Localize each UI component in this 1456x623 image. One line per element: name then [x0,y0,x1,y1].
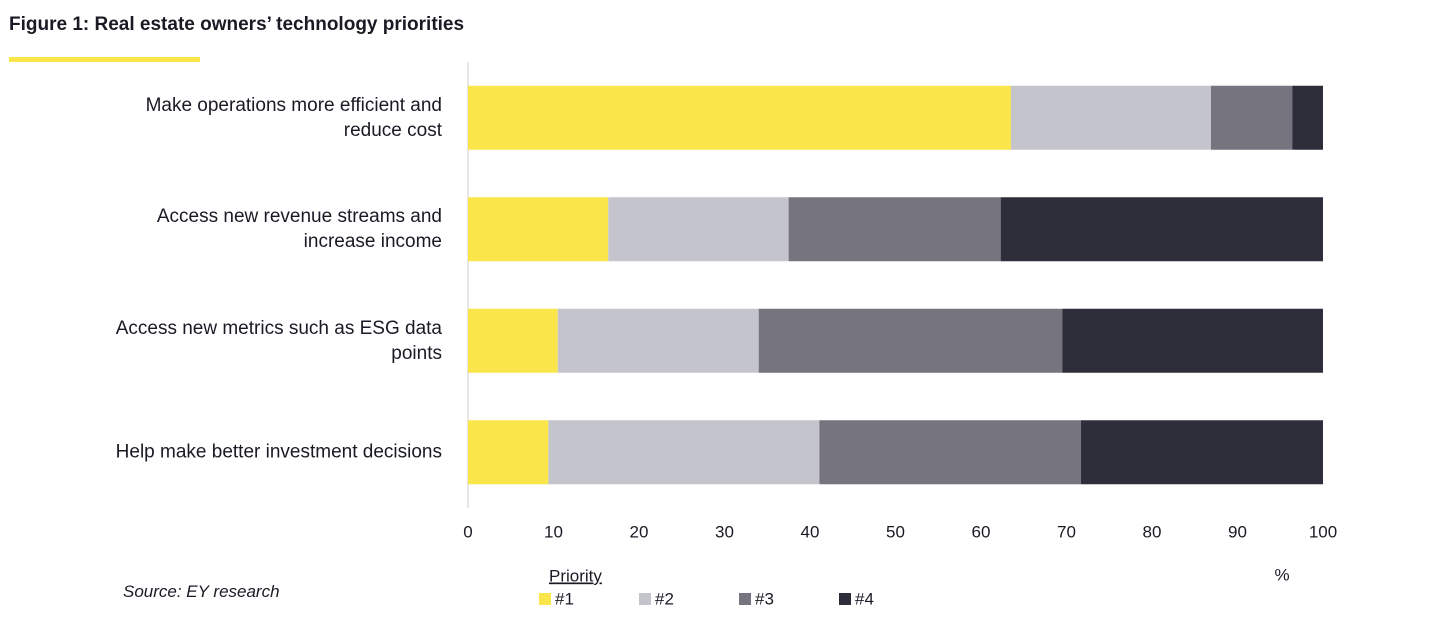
x-axis-label: % [1274,565,1289,584]
bar-segment [788,197,1001,262]
category-label: Access new revenue streams and increase … [156,206,442,253]
source-note: Source: EY research [123,582,280,601]
bar-segment [468,308,558,373]
legend-label: #1 [555,589,574,608]
x-tick-label: 30 [715,522,734,541]
x-tick-label: 80 [1143,522,1162,541]
legend-label: #2 [655,589,674,608]
bar-segment [1010,85,1211,150]
category-label: Help make better investment decisions [115,441,442,463]
x-tick-label: 100 [1309,522,1337,541]
bar-segment [1292,85,1323,150]
x-tick-label: 0 [463,522,472,541]
x-tick-label: 60 [972,522,991,541]
bar-segment [557,308,759,373]
category-label: Make operations more efficient and reduc… [145,94,442,141]
legend-title: Priority [549,566,602,585]
bar-segment [468,420,549,485]
bar-segment [468,197,609,262]
bar-segment [608,197,789,262]
x-tick-label: 40 [801,522,820,541]
x-tick-label: 50 [886,522,905,541]
bar-segment [758,308,1063,373]
x-tick-label: 90 [1228,522,1247,541]
bar-segment [468,85,1011,150]
bar-segment [1081,420,1323,485]
chart-title: Figure 1: Real estate owners’ technology… [9,14,465,35]
legend-swatch [739,593,751,605]
legend-swatch [639,593,651,605]
legend-label: #4 [855,589,874,608]
bar-segment [1000,197,1323,262]
legend-swatch [839,593,851,605]
x-tick-label: 70 [1057,522,1076,541]
title-underline [9,57,200,62]
bar-segment [548,420,820,485]
category-label: Access new metrics such as ESG data poin… [115,317,442,364]
x-tick-label: 20 [630,522,649,541]
legend-label: #3 [755,589,774,608]
bar-segment [1062,308,1323,373]
legend-swatch [539,593,551,605]
bar-segment [1210,85,1293,150]
x-tick-label: 10 [544,522,563,541]
bar-segment [819,420,1082,485]
